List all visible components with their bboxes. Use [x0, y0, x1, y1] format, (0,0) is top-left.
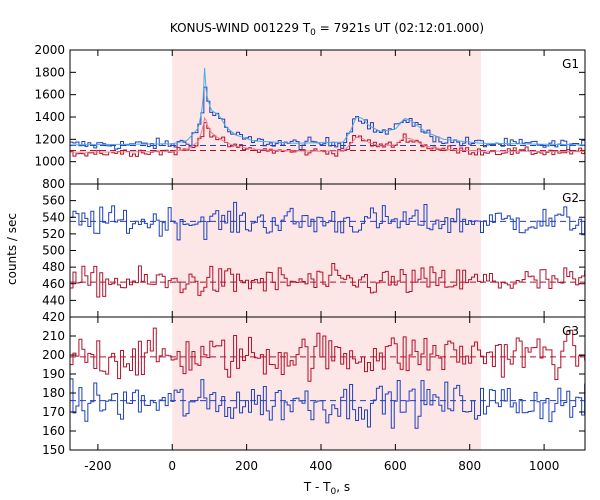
- x-tick-label: 1000: [529, 459, 560, 473]
- y-tick-label: 560: [42, 194, 65, 208]
- x-tick-label: 0: [168, 459, 176, 473]
- series-blue: [70, 201, 585, 241]
- highlight-band: [172, 184, 481, 317]
- series-group: [70, 327, 585, 429]
- series-pink: [70, 116, 585, 153]
- y-axis-label: counts / sec: [5, 213, 19, 285]
- y-tick-label: 210: [42, 329, 65, 343]
- y-tick-label: 190: [42, 367, 65, 381]
- panel-frame: [69, 316, 586, 451]
- y-tick-label: 2000: [34, 43, 65, 57]
- y-tick-label: 1800: [34, 65, 65, 79]
- y-tick-label: 1000: [34, 155, 65, 169]
- panel-label: G2: [562, 191, 579, 205]
- y-tick-label: 180: [42, 386, 65, 400]
- series-red: [70, 122, 585, 157]
- x-tick-label: 200: [235, 459, 258, 473]
- series-red: [70, 263, 585, 298]
- series-blue: [70, 378, 585, 429]
- y-tick-label: 500: [42, 244, 65, 258]
- series-group: [70, 67, 585, 157]
- y-tick-label: 170: [42, 405, 65, 419]
- series-group: [70, 201, 585, 298]
- x-axis-label: T - T0, s: [303, 480, 350, 497]
- chart-title: KONUS-WIND 001229 T0 = 7921s UT (02:12:0…: [170, 21, 484, 38]
- y-tick-label: 150: [42, 443, 65, 457]
- y-tick-label: 480: [42, 260, 65, 274]
- series-red: [70, 327, 585, 382]
- y-tick-label: 1600: [34, 88, 65, 102]
- x-tick-label: 600: [384, 459, 407, 473]
- panel-g3: 150 160 170 180 190 200 210 G3: [42, 316, 586, 457]
- x-tick-label: 400: [310, 459, 333, 473]
- y-tick-label: 1200: [34, 132, 65, 146]
- highlight-band: [172, 317, 481, 450]
- y-tick-label: 540: [42, 210, 65, 224]
- panels-layer: 800100012001400160018002000G142044046048…: [34, 43, 586, 473]
- series-blue: [70, 86, 585, 153]
- y-tick-label: 200: [42, 348, 65, 362]
- y-tick-label: 460: [42, 277, 65, 291]
- y-tick-label: 420: [42, 310, 65, 324]
- y-tick-label: 440: [42, 293, 65, 307]
- x-tick-label: 800: [458, 459, 481, 473]
- y-tick-label: 1400: [34, 110, 65, 124]
- y-tick-label: 160: [42, 424, 65, 438]
- x-tick-label: -200: [84, 459, 111, 473]
- panel-label: G3: [562, 324, 579, 338]
- highlight-band: [172, 50, 481, 184]
- panel-g2: 420 440 460 480 500 520 540 560 G2: [42, 183, 586, 324]
- y-tick-label: 520: [42, 227, 65, 241]
- series-lightblue: [70, 67, 585, 146]
- panel-g1: 800 1000 1200 1400 1600 1800 2000 G1: [34, 43, 586, 191]
- panel-label: G1: [562, 57, 579, 71]
- y-tick-label: 800: [42, 177, 65, 191]
